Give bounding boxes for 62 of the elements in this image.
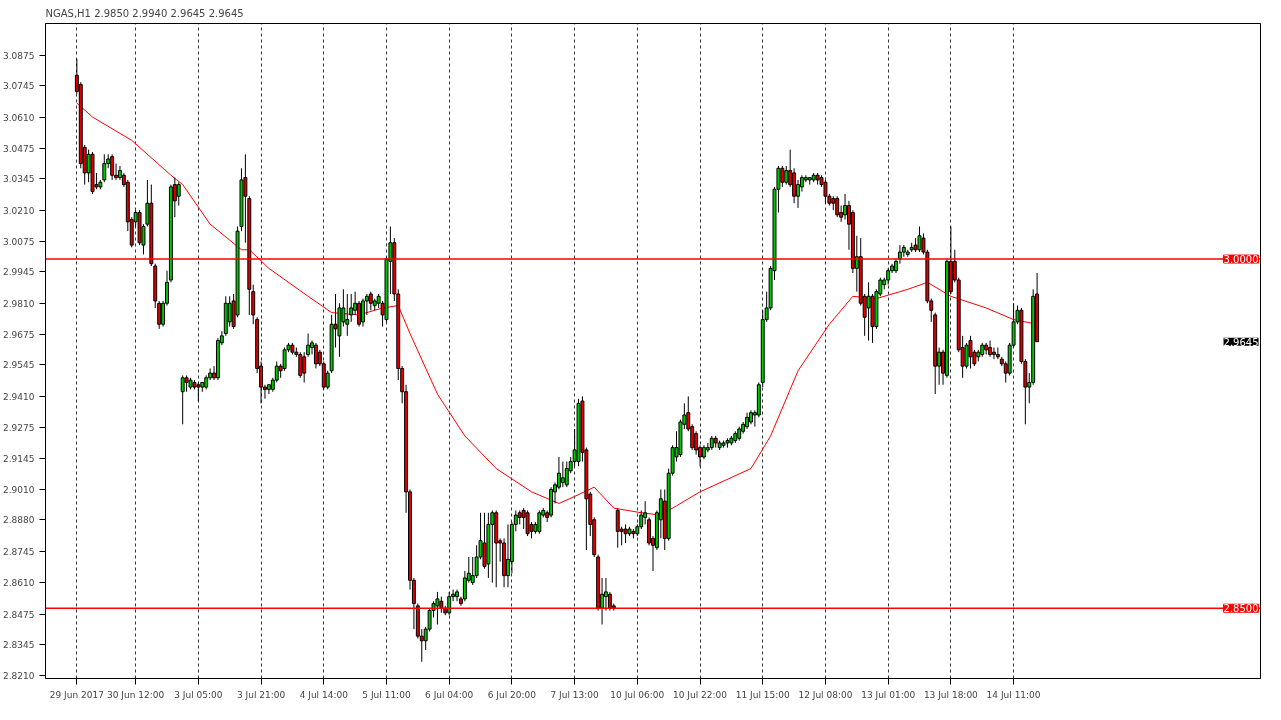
ref-line-label: 3.0000 — [1223, 254, 1259, 266]
y-tick-label: 2.9675 — [3, 330, 35, 341]
chart-title: NGAS,H1 2.9850 2.9940 2.9645 2.9645 — [45, 7, 244, 19]
y-tick-label: 2.8610 — [3, 578, 35, 589]
x-tick-label: 30 Jun 12:00 — [107, 689, 165, 700]
x-tick-label: 12 Jul 08:00 — [798, 689, 853, 700]
candlestick — [176, 181, 181, 207]
x-tick-label: 10 Jul 06:00 — [610, 689, 665, 700]
candlestick — [180, 374, 185, 425]
candlestick — [368, 291, 373, 311]
x-tick-label: 13 Jul 01:00 — [861, 689, 916, 700]
y-tick-label: 2.9945 — [3, 267, 35, 278]
candlestick — [564, 461, 569, 488]
text: 2.9645 — [1223, 336, 1259, 348]
x-tick-label: 7 Jul 13:00 — [550, 689, 600, 700]
x-tick-label: 14 Jul 11:00 — [986, 689, 1041, 700]
x-tick-label: 6 Jul 04:00 — [425, 689, 474, 700]
candlestick — [298, 351, 303, 379]
y-tick-label: 3.0610 — [3, 112, 35, 123]
y-tick-label: 2.8475 — [3, 609, 35, 620]
y-tick-label: 2.9145 — [3, 453, 35, 464]
y-tick-label: 2.8745 — [3, 546, 35, 557]
y-tick-label: 3.0345 — [3, 174, 35, 185]
y-tick-label: 2.8210 — [3, 671, 35, 682]
candlestick — [506, 523, 510, 588]
candlestick — [835, 195, 840, 218]
x-tick-label: 10 Jul 22:00 — [673, 689, 728, 700]
candlestick — [988, 340, 993, 358]
candlestick — [490, 509, 495, 584]
candlestick — [780, 165, 785, 188]
y-tick-label: 2.9810 — [3, 298, 35, 309]
x-tick-label: 11 Jul 15:00 — [735, 689, 790, 700]
candlestick — [345, 293, 350, 337]
x-tick-label: 6 Jul 20:00 — [487, 689, 537, 700]
candlestick — [560, 461, 565, 488]
y-tick-label: 3.0475 — [3, 143, 35, 154]
y-tick-label: 2.8345 — [3, 639, 35, 650]
x-tick-label: 5 Jul 11:00 — [362, 689, 411, 700]
x-tick-label: 13 Jul 18:00 — [923, 689, 979, 700]
y-tick-label: 3.0075 — [3, 237, 35, 248]
x-tick-label: 29 Jun 2017 — [49, 689, 104, 700]
candlestick — [313, 342, 318, 369]
candlestick — [110, 153, 115, 181]
y-tick-label: 2.8880 — [3, 515, 35, 526]
y-tick-label: 2.9410 — [3, 391, 35, 402]
x-tick-label: 3 Jul 21:00 — [236, 689, 286, 700]
candlestick — [615, 507, 620, 549]
candlestick — [447, 591, 452, 616]
candlestick — [995, 347, 1000, 360]
candlestick — [361, 298, 365, 328]
candlestick — [984, 342, 989, 355]
y-tick-label: 3.0875 — [3, 50, 35, 61]
y-tick-label: 2.9010 — [3, 485, 35, 495]
candlestick — [784, 165, 789, 186]
y-tick-label: 2.9275 — [3, 423, 35, 434]
y-tick-label: 3.0210 — [3, 205, 35, 216]
y-tick-label: 3.0745 — [3, 81, 35, 92]
candlestick — [992, 347, 996, 360]
y-tick-label: 2.9545 — [3, 360, 35, 371]
x-tick-label: 4 Jul 14:00 — [299, 689, 349, 700]
x-tick-label: 3 Jul 05:00 — [174, 689, 223, 700]
ref-line-label: 2.8500 — [1223, 603, 1259, 615]
